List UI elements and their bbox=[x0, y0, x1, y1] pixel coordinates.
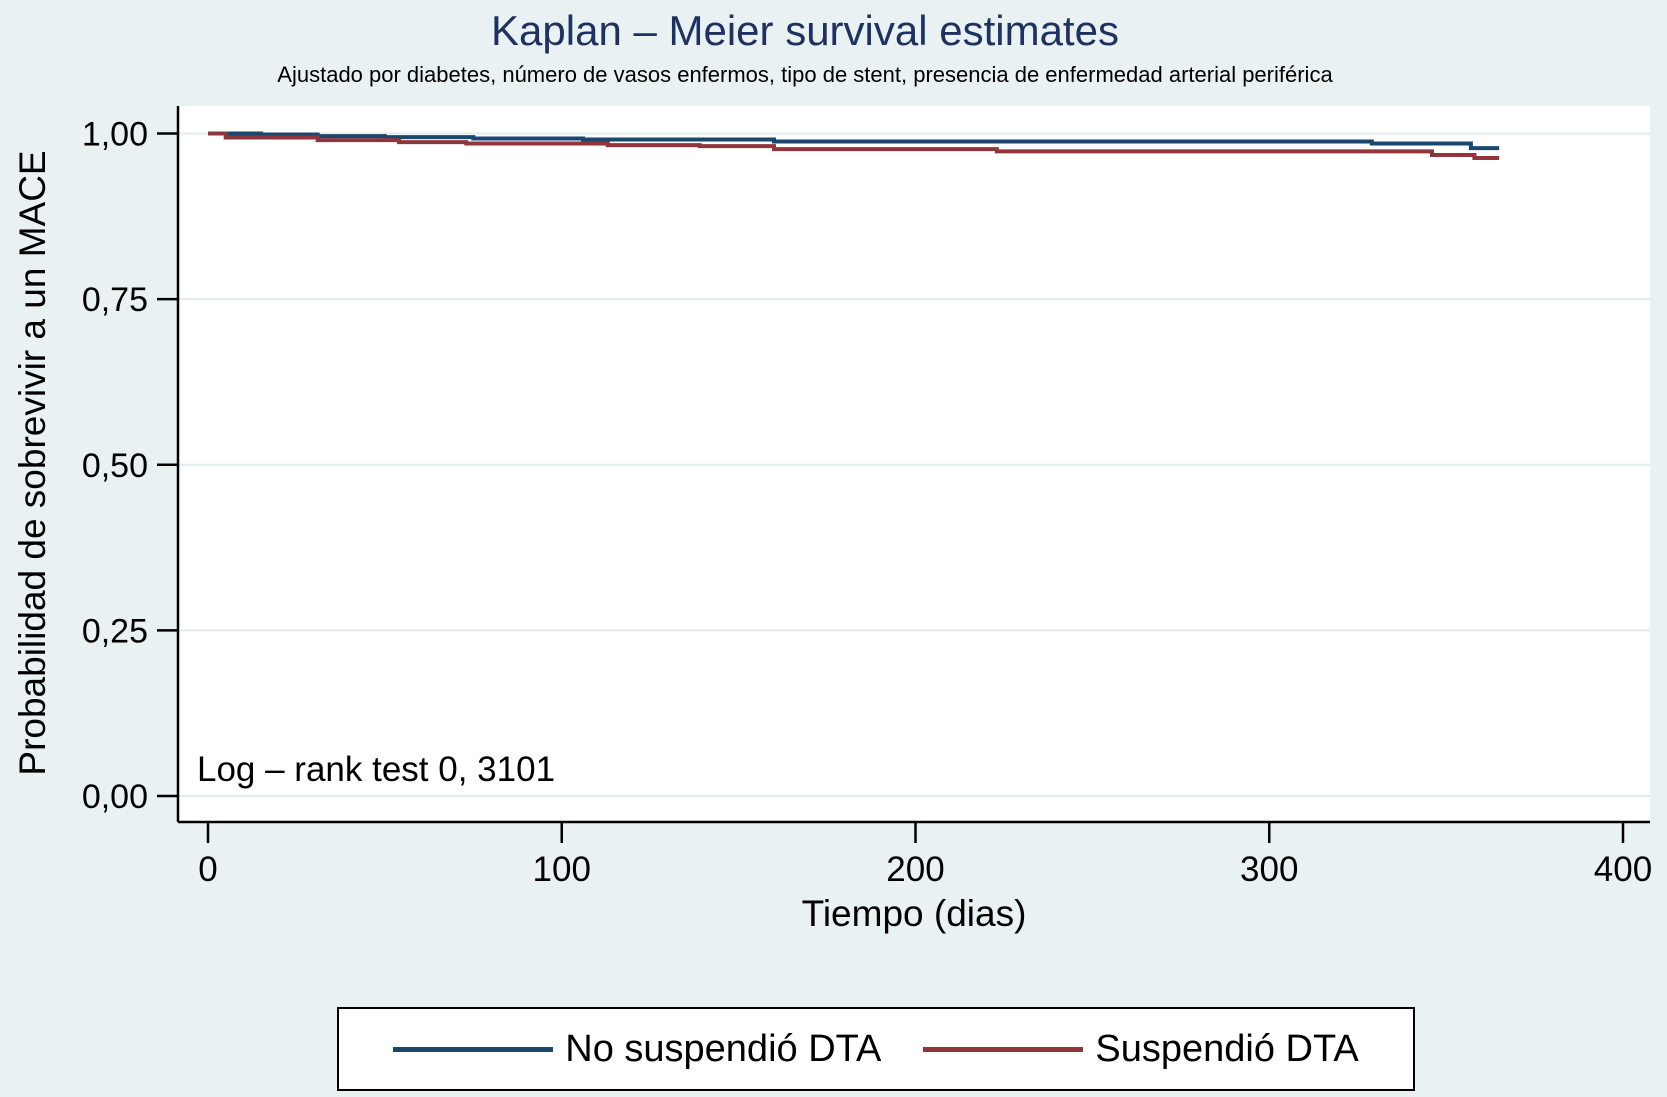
logrank-annotation: Log – rank test 0, 3101 bbox=[197, 750, 556, 789]
x-tick-label: 100 bbox=[533, 850, 591, 889]
y-tick-label: 1,00 bbox=[82, 116, 148, 154]
y-tick-label: 0,00 bbox=[82, 778, 148, 816]
x-tick-label: 200 bbox=[886, 850, 944, 889]
title-band: Kaplan – Meier survival estimates Ajusta… bbox=[0, 0, 1610, 88]
survival-curve-0 bbox=[208, 131, 1500, 151]
survival-curve-1 bbox=[208, 131, 1500, 161]
y-tick-label: 0,25 bbox=[82, 612, 148, 650]
legend-swatch-suspendio-line bbox=[923, 1046, 1084, 1052]
y-tick-label: 0,50 bbox=[82, 447, 148, 485]
y-tick-label: 0,75 bbox=[82, 281, 148, 319]
legend-item-suspendio: Suspendió DTA bbox=[923, 1027, 1359, 1071]
legend-item-no-suspendio: No suspendió DTA bbox=[393, 1028, 881, 1071]
legend-swatch-no-suspendio-line bbox=[393, 1046, 554, 1052]
chart-subtitle: Ajustado por diabetes, número de vasos e… bbox=[277, 62, 1333, 88]
x-tick-label: 400 bbox=[1594, 850, 1652, 889]
legend-label-suspendio: Suspendió DTA bbox=[1095, 1027, 1359, 1070]
legend-label-no-suspendio: No suspendió DTA bbox=[565, 1027, 882, 1070]
chart-title: Kaplan – Meier survival estimates bbox=[491, 7, 1119, 54]
x-tick-label: 300 bbox=[1240, 850, 1298, 889]
x-tick-label: 0 bbox=[198, 850, 217, 889]
legend-box: No suspendió DTA Suspendió DTA bbox=[337, 1007, 1415, 1091]
y-axis-label: Probabilidad de sobrevivir a un MACE bbox=[12, 150, 53, 776]
x-axis-label: Tiempo (dias) bbox=[801, 893, 1027, 934]
